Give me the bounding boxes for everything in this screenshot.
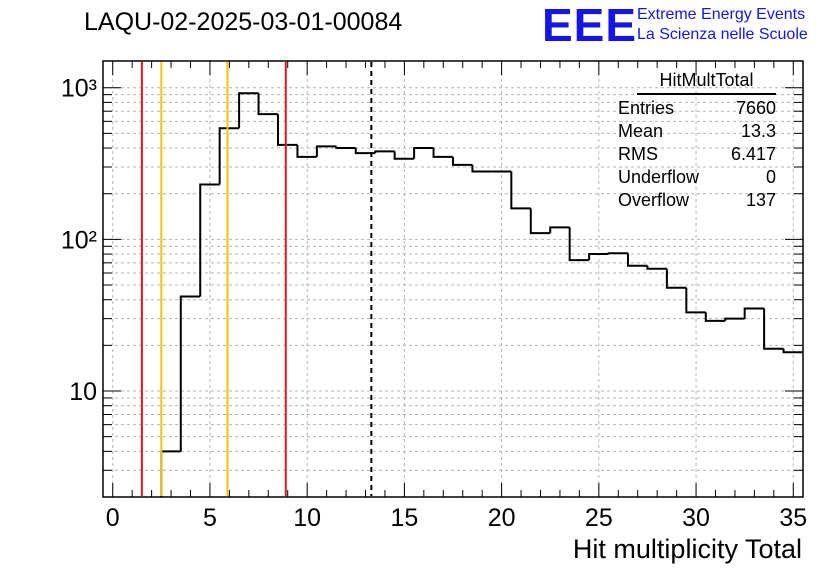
x-tick-label: 15 [390,504,418,532]
histogram-bin [607,252,628,255]
stats-value: 6.417 [730,144,776,164]
axis-ticks [103,61,803,498]
stats-value: 13.3 [740,121,776,141]
y-tick-label: 10³ [61,75,97,103]
x-tick-label: 30 [682,504,710,532]
histogram-bin [568,227,590,262]
histogram-bin [199,183,220,297]
histogram-bin [665,268,687,289]
x-axis-label: Hit multiplicity Total [572,534,802,564]
histogram-bin [374,150,395,154]
logo-line-1: Extreme Energy Events [637,6,806,23]
x-tick-label: 25 [585,504,613,532]
chart-title: LAQU-02-2025-03-01-00084 [84,8,403,36]
stats-row-underflow: Underflow 0 [612,166,776,189]
histogram-bin [743,307,765,319]
stats-value: 7660 [735,98,776,118]
histogram-bin [510,171,531,210]
histogram-bin [627,253,648,267]
stats-label: Underflow [618,167,700,187]
histogram-bin [685,287,706,314]
histogram-bin [296,144,317,158]
histogram-bin [179,295,201,452]
histogram-bin [549,226,570,234]
histogram-bin [257,93,278,116]
stats-row-rms: RMS 6.417 [612,143,776,166]
histogram-bin [335,146,356,150]
stats-label: Entries [618,98,675,118]
plot-frame [102,60,804,498]
histogram-bin [782,348,803,354]
histogram-bin [354,148,376,155]
x-tick-label: 5 [203,504,217,532]
y-tick-label: 10² [61,226,97,254]
histogram-bars [160,92,803,497]
histogram-bin [471,164,492,173]
x-tick-label: 35 [779,504,807,532]
stats-box: HitMultTotal Entries 7660 Mean 13.3 RMS … [612,70,776,212]
stats-row-entries: Entries 7660 [612,97,776,120]
stats-row-overflow: Overflow 137 [612,189,776,212]
stats-value: 137 [745,190,776,210]
histogram-bin [529,208,551,235]
histogram-bin [763,308,784,350]
histogram-bin [413,147,434,159]
eee-logo: EEE [542,0,638,51]
x-tick-label: 0 [106,504,120,532]
histogram-bin [393,151,415,160]
y-tick-label: 10 [69,378,97,406]
histogram-bin [588,253,609,261]
x-tick-label: 10 [293,504,321,532]
histogram-bin [646,265,667,270]
stats-value: 0 [765,167,776,187]
logo-line-2: La Scienza nelle Scuole [637,26,808,43]
histogram-bin [432,148,453,158]
stats-title: HitMultTotal [637,70,776,95]
histogram-bin [315,145,337,157]
histogram-bin [218,127,240,185]
stats-label: Mean [618,121,664,141]
histogram-bin [277,114,298,146]
histogram-bin [452,156,473,166]
histogram-bin [704,312,726,322]
marker-lines [140,62,373,496]
stats-row-mean: Mean 13.3 [612,120,776,143]
stats-label: Overflow [618,190,690,210]
axis-tick-labels: 0 5 10 15 20 25 30 35 10 10² 10³ [61,75,807,532]
histogram-bin [238,92,259,129]
histogram-bin [724,317,745,321]
stats-label: RMS [618,144,658,164]
x-tick-label: 20 [488,504,516,532]
